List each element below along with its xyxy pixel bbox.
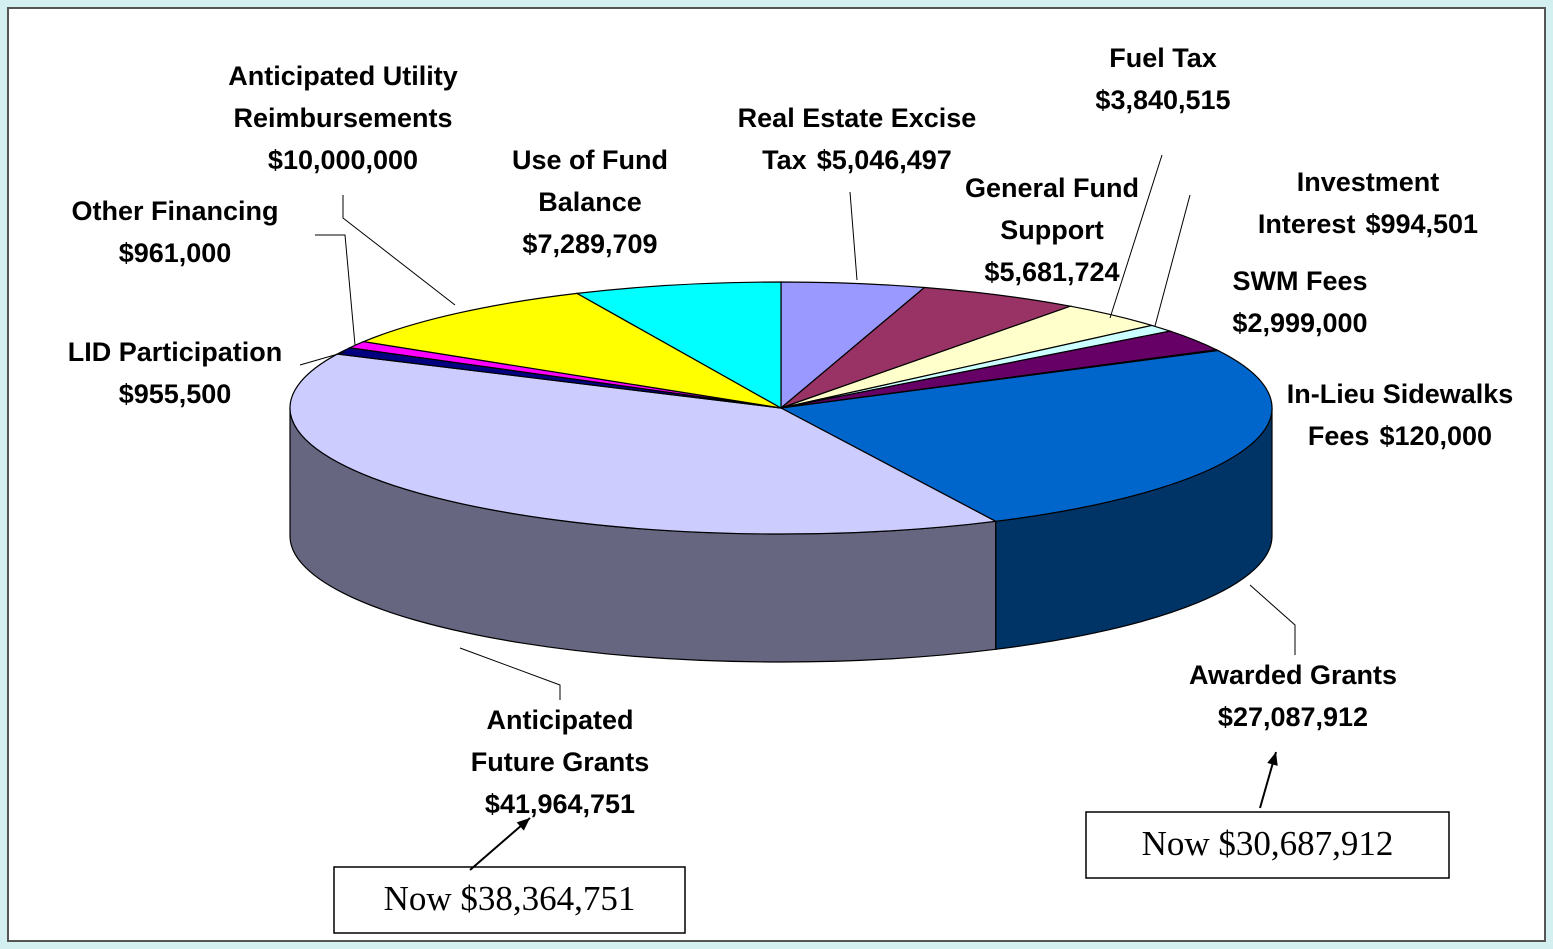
category-line: Tax (762, 145, 807, 175)
category-line: Interest (1258, 209, 1356, 239)
value-label: $5,046,497 (817, 145, 952, 175)
leader-line (342, 195, 456, 306)
category-line: Fees (1308, 421, 1370, 451)
data-label: Fuel Tax $3,840,515 (1095, 43, 1230, 115)
pie-slice (289, 353, 998, 535)
data-label: Use of Fund Balance $7,289,709 (512, 145, 668, 259)
category-name: Anticipated Utility Reimbursements (228, 61, 458, 133)
category-line: Other Financing (71, 196, 278, 226)
value-label: $27,087,912 (1218, 702, 1368, 732)
category-name: Awarded Grants (1189, 660, 1397, 690)
value-label: $41,964,751 (485, 789, 635, 819)
value-label: $120,000 (1379, 421, 1492, 451)
value-label: $994,501 (1365, 209, 1478, 239)
category-line: Fuel Tax (1109, 43, 1217, 73)
annotation-arrow (469, 817, 531, 871)
category-line: Investment (1297, 167, 1440, 197)
annotation: Now $38,364,751 (384, 879, 636, 918)
category-line: LID Participation (68, 337, 283, 367)
category-line: Reimbursements (233, 103, 452, 133)
data-label: Awarded Grants $27,087,912 (1189, 660, 1397, 732)
category-line: Use of Fund (512, 145, 668, 175)
value-label: $3,840,515 (1095, 85, 1230, 115)
category-name: General Fund Support (965, 173, 1139, 245)
data-label: Investment Interest $994,501 (1258, 167, 1478, 239)
category-line: General Fund (965, 173, 1139, 203)
category-name: Fuel Tax (1109, 43, 1217, 73)
value-label: $961,000 (119, 238, 232, 268)
category-name: Real Estate Excise Tax (738, 103, 977, 175)
leader-line (1109, 154, 1163, 319)
category-line: Balance (538, 187, 642, 217)
pie-slice (361, 292, 782, 409)
category-name: Anticipated Future Grants (471, 705, 650, 777)
annotation: Now $30,687,912 (1142, 824, 1394, 863)
category-line: Support (1000, 215, 1103, 245)
leader-line (459, 647, 561, 700)
value-label: $7,289,709 (522, 229, 657, 259)
leader-line (315, 234, 356, 346)
pie-slice (575, 281, 782, 410)
category-line: In-Lieu Sidewalks (1287, 379, 1514, 409)
data-label: General Fund Support $5,681,724 (965, 173, 1139, 287)
arrow-head (516, 818, 530, 831)
pie-slice (779, 349, 1273, 522)
category-line: Future Grants (471, 747, 650, 777)
category-name: LID Participation (68, 337, 283, 367)
category-name: Other Financing (71, 196, 278, 226)
category-line: Anticipated (486, 705, 633, 735)
leader-line (1154, 194, 1191, 327)
data-label: Anticipated Utility Reimbursements $10,000… (228, 61, 458, 175)
data-label: Anticipated Future Grants $41,964,751 (471, 705, 650, 819)
data-label: LID Participation $955,500 (68, 337, 283, 409)
annotation-box (333, 866, 686, 934)
data-label: Other Financing $961,000 (71, 196, 278, 268)
category-line: Real Estate Excise (738, 103, 977, 133)
data-label: In-Lieu Sidewalks Fees $120,000 (1287, 379, 1514, 451)
pie-slice (780, 286, 1073, 409)
data-label: Real Estate Excise Tax $5,046,497 (738, 103, 977, 175)
value-label: $5,681,724 (984, 257, 1119, 287)
category-line: Awarded Grants (1189, 660, 1397, 690)
leader-line (1249, 584, 1296, 655)
arrow-head (1267, 752, 1278, 766)
value-label: $955,500 (119, 379, 232, 409)
category-line: Anticipated Utility (228, 61, 458, 91)
category-name: SWM Fees (1232, 266, 1367, 296)
category-line: SWM Fees (1232, 266, 1367, 296)
value-label: $10,000,000 (268, 145, 418, 175)
leader-line (849, 191, 858, 281)
data-label: SWM Fees $2,999,000 (1232, 266, 1367, 338)
annotation-box (1085, 811, 1450, 879)
category-name: Investment Interest (1258, 167, 1439, 239)
category-name: Use of Fund Balance (512, 145, 668, 217)
value-label: $2,999,000 (1232, 308, 1367, 338)
leader-line (299, 351, 346, 366)
category-name: In-Lieu Sidewalks Fees (1287, 379, 1514, 451)
